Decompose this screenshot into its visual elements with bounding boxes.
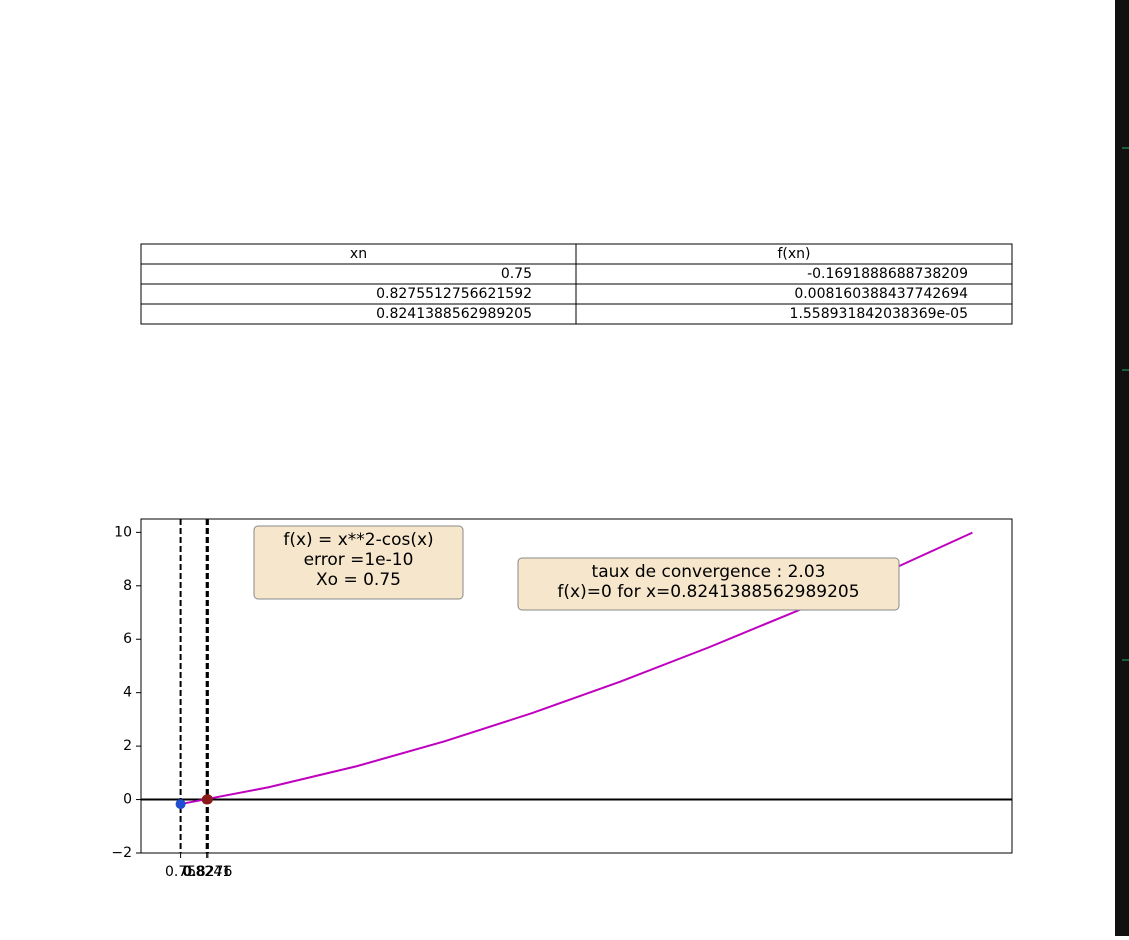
x-tick-label: 0.8276 xyxy=(183,864,232,880)
annotation-text: error =1e-10 xyxy=(304,550,414,570)
x-tick-label: 0.75 xyxy=(165,864,196,880)
annotation-text: Xo = 0.75 xyxy=(316,570,401,590)
annotation-text: f(x)=0 for x=0.8241388562989205 xyxy=(557,582,859,602)
table-cell xyxy=(575,303,1013,325)
annotation-text: f(x) = x**2-cos(x) xyxy=(283,530,433,550)
table: xn f(xn) 0.75 -0.1691888688738209 0.82755127… xyxy=(140,243,1013,325)
y-tick-label: 10 xyxy=(114,524,132,540)
table-cell-text: 0.8275512756621592 xyxy=(376,286,532,302)
table-cell-text: 0.008160388437742694 xyxy=(794,286,968,302)
y-tick-label: 6 xyxy=(123,631,132,647)
annotation-text: taux de convergence : 2.03 xyxy=(592,562,826,582)
table-cell-text: 0.75 xyxy=(501,266,532,282)
table-cell-text: 1.558931842038369e-05 xyxy=(790,306,968,322)
y-tick-label: 2 xyxy=(123,738,132,754)
y-tick-label: 0 xyxy=(123,792,132,808)
y-tick-label: 4 xyxy=(123,685,132,701)
annotation-box xyxy=(253,525,464,600)
table-header: xn xyxy=(350,246,367,262)
iteration-point xyxy=(201,794,212,805)
annotation-box xyxy=(517,557,900,611)
x-tick-label: 0.8241 xyxy=(182,864,231,880)
iteration-point xyxy=(175,799,186,810)
y-tick-label: −2 xyxy=(111,845,132,861)
table-cell-text: 0.8241388562989205 xyxy=(376,306,532,322)
table-header: f(xn) xyxy=(777,246,810,262)
table-cell-text: -0.1691888688738209 xyxy=(807,266,968,282)
y-tick-label: 8 xyxy=(123,578,132,594)
window-edge xyxy=(1115,0,1129,936)
